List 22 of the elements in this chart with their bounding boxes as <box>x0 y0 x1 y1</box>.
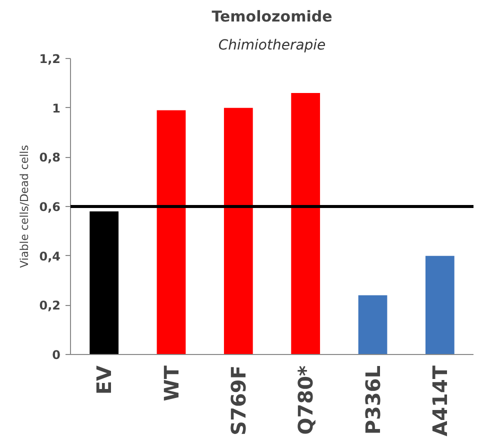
bar <box>224 108 253 354</box>
y-tick-label: 1,2 <box>39 52 61 66</box>
bar <box>90 211 119 354</box>
y-tick-label: 0,8 <box>39 150 61 165</box>
bar <box>358 295 388 354</box>
x-tick-label: EV <box>92 364 116 395</box>
x-tick-label: A414T <box>428 365 452 436</box>
y-tick-label: 0,4 <box>39 249 61 264</box>
y-tick-label: 0,2 <box>39 298 61 313</box>
chart-title: Temolozomide <box>212 8 332 26</box>
x-tick-label: S769F <box>226 365 250 436</box>
bar <box>425 256 454 354</box>
x-tick-label: Q780* <box>294 364 318 435</box>
chart-subtitle: Chimiotherapie <box>218 38 326 54</box>
y-axis-title: Viable cells/Dead cells <box>18 144 32 268</box>
bar <box>156 110 186 354</box>
y-tick-label: 0,6 <box>39 200 61 214</box>
bar <box>291 93 320 354</box>
y-tick-label: 0 <box>52 348 61 362</box>
x-tick-label: P336L <box>360 365 385 435</box>
x-tick-label: WT <box>159 365 184 402</box>
y-tick-label: 1 <box>52 101 61 116</box>
